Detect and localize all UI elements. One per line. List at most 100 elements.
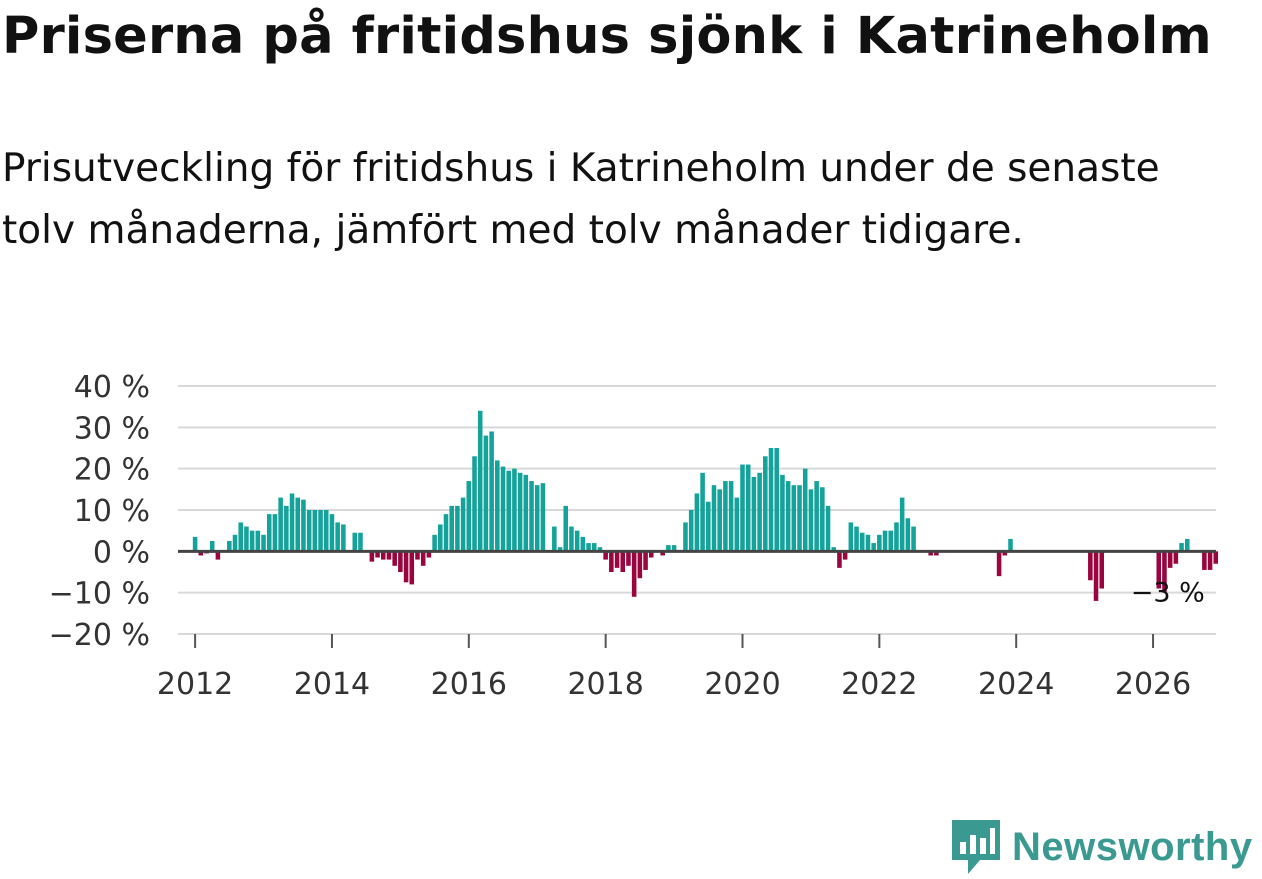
bar bbox=[1167, 551, 1173, 568]
bar bbox=[1093, 551, 1099, 601]
bar bbox=[597, 547, 603, 552]
bar bbox=[420, 551, 426, 566]
bar bbox=[278, 497, 283, 552]
bar bbox=[1008, 538, 1013, 552]
bar bbox=[415, 551, 420, 560]
brand: Newsworthy bbox=[950, 818, 1253, 876]
bar bbox=[477, 410, 483, 552]
bar bbox=[911, 526, 916, 552]
bar bbox=[409, 551, 415, 585]
bar bbox=[238, 522, 243, 552]
bar bbox=[711, 485, 717, 552]
bar bbox=[1207, 551, 1213, 570]
bar bbox=[666, 545, 671, 552]
bar bbox=[432, 534, 437, 552]
bar bbox=[244, 526, 249, 552]
bar bbox=[323, 510, 329, 552]
bar bbox=[660, 551, 665, 556]
bar bbox=[745, 464, 751, 552]
bar bbox=[774, 448, 779, 552]
bar bbox=[380, 551, 386, 560]
bar bbox=[1184, 538, 1190, 552]
bar bbox=[1202, 551, 1207, 570]
bar bbox=[780, 474, 785, 552]
bar bbox=[495, 460, 500, 552]
bar bbox=[928, 551, 933, 556]
bar bbox=[284, 505, 289, 552]
bar bbox=[802, 468, 808, 552]
bar bbox=[198, 551, 204, 556]
bar bbox=[763, 456, 768, 552]
bar bbox=[266, 514, 272, 552]
bar bbox=[683, 522, 688, 552]
brand-name: Newsworthy bbox=[1012, 824, 1253, 869]
x-tick-label: 2024 bbox=[978, 667, 1054, 702]
bar bbox=[261, 534, 266, 552]
bar bbox=[341, 524, 346, 552]
bar bbox=[740, 464, 745, 552]
bar bbox=[694, 493, 700, 552]
bar bbox=[483, 435, 489, 552]
bar bbox=[785, 481, 791, 552]
bar bbox=[671, 545, 677, 552]
bar bbox=[1156, 551, 1162, 589]
bar bbox=[586, 543, 591, 552]
bar bbox=[517, 472, 523, 552]
bar bbox=[329, 514, 335, 552]
y-tick-label: −10 % bbox=[49, 577, 150, 612]
x-tick-label: 2026 bbox=[1115, 667, 1191, 702]
bar bbox=[723, 481, 728, 552]
bar bbox=[472, 456, 477, 552]
bar bbox=[255, 530, 261, 552]
bar bbox=[637, 551, 643, 579]
bar bbox=[848, 522, 854, 552]
bar bbox=[534, 485, 540, 552]
y-axis-tick-labels: 40 % 30 % 20 % 10 % 0 % −10 % −20 % bbox=[49, 370, 150, 653]
bar bbox=[335, 522, 340, 552]
bar bbox=[859, 532, 865, 552]
bar bbox=[797, 485, 802, 552]
bar bbox=[506, 470, 511, 552]
x-tick-label: 2014 bbox=[294, 667, 370, 702]
bar bbox=[871, 543, 876, 552]
bar bbox=[888, 530, 894, 552]
bar bbox=[569, 526, 574, 552]
bar-chart: 40 %30 %20 %10 %0 %−10 %−20 % 2012 2014 20… bbox=[49, 370, 1219, 702]
bar bbox=[1162, 551, 1167, 593]
last-value-annotation: −3 % bbox=[1131, 578, 1205, 609]
bar bbox=[700, 472, 705, 552]
bar bbox=[438, 524, 443, 552]
bar bbox=[1179, 543, 1184, 552]
bar bbox=[392, 551, 397, 566]
bar bbox=[552, 526, 557, 552]
bar bbox=[209, 541, 215, 552]
y-tick-label: 0 % bbox=[93, 535, 150, 570]
bar bbox=[614, 551, 620, 568]
bar bbox=[227, 541, 232, 552]
bar bbox=[529, 481, 534, 552]
bar bbox=[318, 510, 323, 552]
bar bbox=[820, 487, 825, 552]
bar bbox=[398, 551, 403, 572]
bar bbox=[591, 543, 597, 552]
bar bbox=[706, 501, 711, 552]
bar bbox=[455, 505, 460, 552]
bar bbox=[580, 536, 586, 552]
chart-subtitle: Prisutveckling för fritidshus i Katrineh… bbox=[2, 146, 1160, 254]
bar bbox=[603, 551, 608, 560]
bar bbox=[825, 505, 831, 552]
bar bbox=[249, 530, 255, 552]
bar bbox=[312, 510, 318, 552]
bar bbox=[1002, 551, 1008, 556]
bar bbox=[620, 551, 626, 572]
bar bbox=[557, 547, 563, 552]
bar bbox=[688, 510, 694, 552]
bar bbox=[358, 532, 363, 552]
bar bbox=[751, 476, 757, 552]
bar bbox=[403, 551, 409, 583]
chart-title: Priserna på fritidshus sjönk i Katrineho… bbox=[2, 7, 1212, 66]
bar bbox=[192, 536, 198, 552]
annotations: −3 % bbox=[1131, 578, 1205, 609]
bar bbox=[626, 551, 631, 566]
bar bbox=[734, 497, 740, 552]
